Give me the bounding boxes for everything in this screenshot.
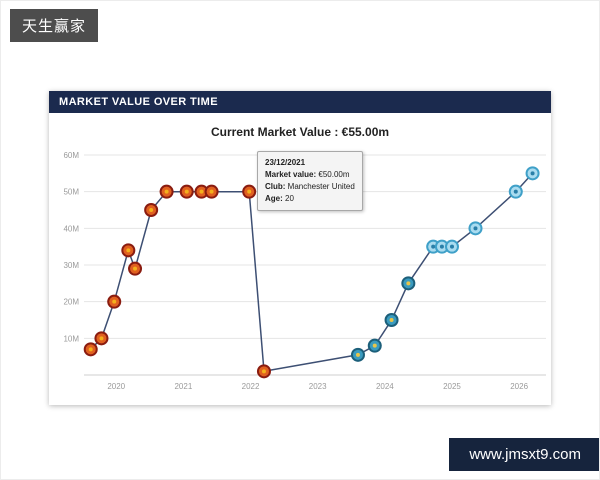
svg-text:2022: 2022 <box>242 382 260 391</box>
current-market-value: Current Market Value : €55.00m <box>210 125 390 139</box>
watermark-bottom-text: www.jmsxt9.com <box>469 446 581 463</box>
tooltip-club: Club: Manchester United <box>265 182 355 191</box>
market-value-card: MARKET VALUE OVER TIME Current Market Va… <box>49 91 551 405</box>
svg-text:2023: 2023 <box>309 382 327 391</box>
watermark-top-text: 天生赢家 <box>22 18 87 35</box>
tooltip-market-value: Market value: €50.00m <box>265 170 350 179</box>
svg-text:2025: 2025 <box>443 382 461 391</box>
svg-text:40M: 40M <box>63 224 79 233</box>
tooltip-date: 23/12/2021 <box>265 158 306 167</box>
svg-text:2026: 2026 <box>510 382 528 391</box>
chart-header-title: MARKET VALUE OVER TIME <box>59 96 218 108</box>
svg-text:30M: 30M <box>63 261 79 270</box>
watermark-badge-bottom: www.jmsxt9.com <box>449 438 599 471</box>
watermark-badge-top: 天生赢家 <box>10 9 99 42</box>
svg-text:10M: 10M <box>63 334 79 343</box>
svg-text:50M: 50M <box>63 188 79 197</box>
svg-text:60M: 60M <box>63 151 79 160</box>
svg-text:2020: 2020 <box>107 382 125 391</box>
chart-header: MARKET VALUE OVER TIME <box>49 91 551 113</box>
svg-text:20M: 20M <box>63 298 79 307</box>
svg-text:2021: 2021 <box>174 382 192 391</box>
market-value-chart[interactable]: 10M 20M 30M 40M 50M 60M 2020 2021 2022 2023 2024 20… <box>49 143 551 399</box>
tooltip-age: Age: 20 <box>265 194 294 203</box>
chart-area[interactable]: 10M 20M 30M 40M 50M 60M 2020 2021 2022 2023 2024 20… <box>49 143 551 399</box>
chart-tooltip: 23/12/2021 Market value: €50.00m Club: M… <box>257 151 363 211</box>
svg-text:2024: 2024 <box>376 382 394 391</box>
